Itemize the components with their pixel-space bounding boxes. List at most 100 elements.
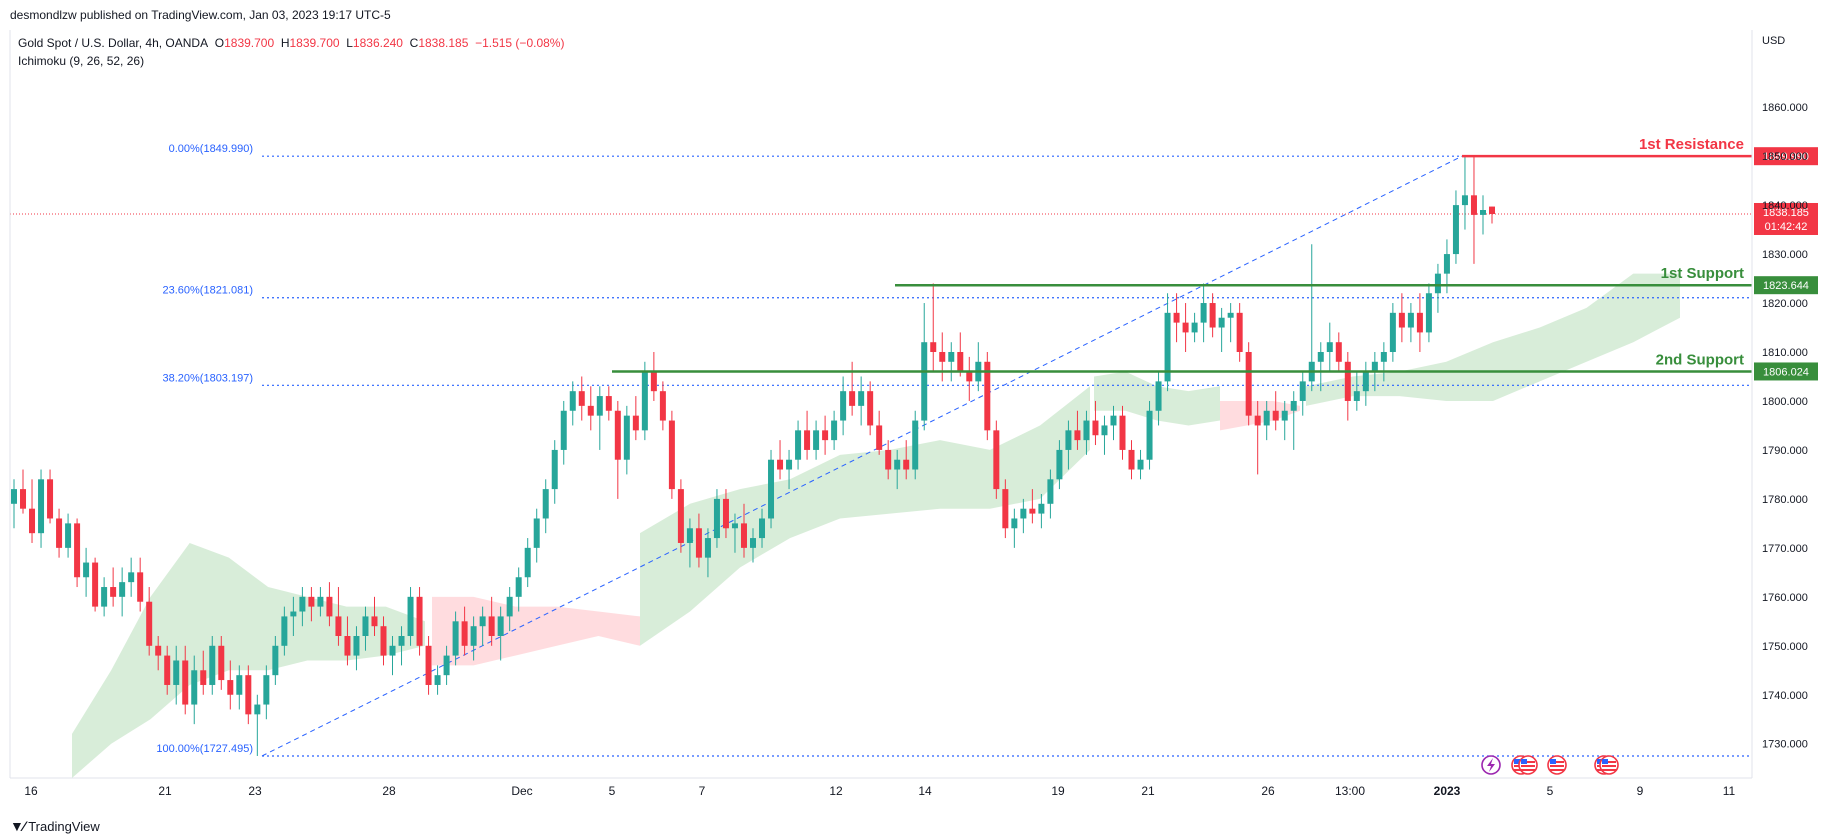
fib-level-label: 38.20%(1803.197) (162, 372, 253, 384)
current-price-badge (1754, 202, 1818, 235)
time-tick-label: 7 (699, 784, 706, 798)
candle-body (1101, 425, 1108, 436)
time-tick-label: 28 (382, 784, 396, 798)
tradingview-brand[interactable]: ▼⁄ TradingView (10, 818, 100, 834)
candle-body (1137, 459, 1144, 470)
candle (1263, 400, 1270, 441)
candle (984, 352, 991, 441)
candle (398, 626, 405, 666)
candle (1092, 400, 1099, 446)
candle-body (1236, 312, 1243, 352)
candle-body (1146, 410, 1153, 460)
us-flag-event-icon[interactable] (1547, 755, 1567, 775)
currency-label: USD (1762, 35, 1785, 47)
price-tick-label: 1840.000 (1762, 200, 1808, 212)
candle-body (245, 675, 252, 715)
candle-body (389, 645, 396, 656)
candle-body (1407, 312, 1414, 328)
candle-body (903, 459, 910, 470)
candle-body (182, 660, 189, 705)
candle-body (1371, 361, 1378, 372)
candle-body (308, 596, 315, 607)
candle-body (74, 523, 81, 578)
candle-body (822, 430, 829, 441)
symbol-title[interactable]: Gold Spot / U.S. Dollar, 4h, OANDA (18, 36, 209, 50)
candle-body (1110, 415, 1117, 426)
candle (227, 660, 234, 710)
candle (1452, 190, 1459, 264)
candle (1182, 303, 1189, 352)
fib-level-label: 23.60%(1821.081) (162, 285, 253, 297)
candle (587, 386, 594, 431)
candle-body (659, 391, 666, 421)
candle-body (957, 352, 964, 372)
candle-body (1317, 352, 1324, 362)
us-flag-event-icon[interactable] (1599, 755, 1619, 775)
candle-body (56, 518, 63, 548)
candle-body (623, 415, 630, 460)
price-axis[interactable]: USD 1730.000 1740.000 1750.000 1760.000 1770.… (9, 30, 1808, 778)
candle (993, 420, 1000, 499)
chart-legend: Gold Spot / U.S. Dollar, 4h, OANDA O1839… (18, 34, 564, 70)
candle (245, 665, 252, 725)
candle (740, 503, 747, 558)
level-price-badge (1754, 362, 1818, 381)
candle (921, 303, 928, 431)
candle (750, 528, 756, 563)
candle-body (569, 391, 576, 411)
candle (1353, 371, 1360, 411)
candle-body (966, 371, 973, 382)
time-axis[interactable]: 16 21 23 28 Dec 5 7 12 14 19 21 26 13:00 2023 5 9 11 (10, 777, 1752, 798)
price-chart[interactable]: 0.00%(1849.990) 23.60%(1821.081) 38.20%(18… (0, 0, 1832, 800)
candle-body (443, 655, 450, 676)
time-tick-label: 11 (1723, 784, 1736, 798)
candle-body (155, 645, 162, 656)
candle-body (380, 626, 387, 656)
candle-body (1461, 195, 1468, 206)
price-tick-label: 1760.000 (1762, 592, 1808, 604)
lightning-event-icon[interactable] (1481, 755, 1501, 775)
candle (1200, 283, 1207, 343)
candle-body (722, 498, 729, 529)
candle (1326, 322, 1333, 372)
event-markers[interactable] (1481, 755, 1619, 775)
candle-body (29, 508, 36, 534)
candle-body (299, 596, 306, 612)
candle (1065, 420, 1072, 470)
candle (1434, 263, 1441, 313)
candle (362, 606, 369, 651)
candle-body (1254, 415, 1261, 426)
candle (768, 449, 775, 529)
price-tick-label: 1860.000 (1762, 102, 1808, 114)
us-flag-event-icon[interactable] (1518, 755, 1538, 775)
candle-body (632, 415, 639, 431)
candle (1479, 195, 1486, 235)
time-tick-label: 5 (1547, 784, 1554, 798)
candle (272, 636, 279, 685)
candle (804, 410, 811, 460)
fib-level-label: 0.00%(1849.990) (169, 143, 253, 155)
indicator-label[interactable]: Ichimoku (9, 26, 52, 26) (18, 54, 145, 68)
candle (1236, 303, 1243, 362)
candle-body (795, 430, 802, 460)
level-price-label: 1806.024 (1763, 366, 1809, 378)
price-tick-label: 1830.000 (1762, 249, 1808, 261)
candle-body (524, 547, 531, 578)
candle (335, 587, 342, 646)
candle-body (993, 430, 1000, 490)
ohlc-row: Gold Spot / U.S. Dollar, 4h, OANDA O1839… (18, 34, 564, 52)
open-label: O (214, 36, 225, 50)
candle-body (110, 587, 117, 597)
candle-body (1263, 410, 1270, 426)
cloud-segment (1220, 400, 1300, 431)
candle-body (596, 396, 603, 416)
candle-body (1470, 195, 1477, 215)
candle (461, 606, 468, 656)
candle (1335, 332, 1342, 372)
candle (83, 547, 90, 597)
candle-body (425, 645, 432, 685)
price-levels: 1st Resistance 1849.990 1st Support 1823.64… (612, 136, 1818, 381)
candle-body (984, 361, 991, 431)
open-value: 1839.700 (224, 36, 275, 50)
candle (1299, 371, 1306, 416)
